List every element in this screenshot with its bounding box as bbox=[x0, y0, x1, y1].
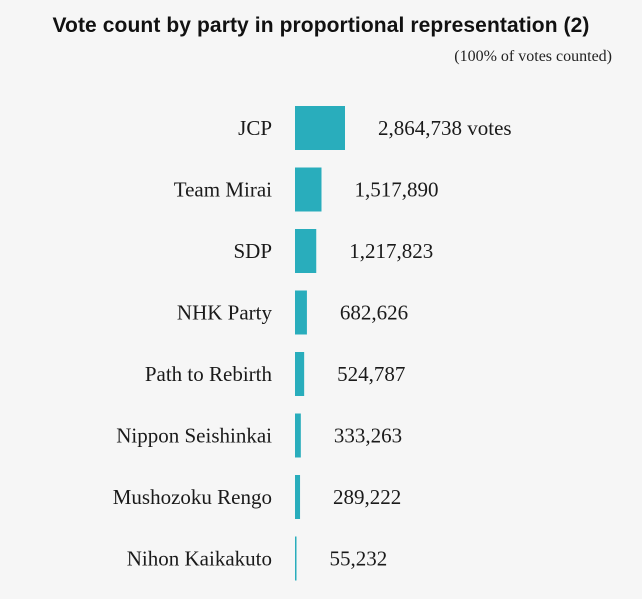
value-label: 2,864,738 votes bbox=[378, 116, 512, 140]
category-label: NHK Party bbox=[177, 301, 273, 325]
bar-7 bbox=[295, 536, 297, 581]
category-label: JCP bbox=[238, 116, 272, 140]
category-label: Team Mirai bbox=[174, 178, 272, 202]
bar-3 bbox=[295, 290, 307, 335]
value-label: 1,517,890 bbox=[354, 178, 438, 202]
bar-1 bbox=[295, 167, 322, 212]
value-label: 524,787 bbox=[337, 362, 405, 386]
category-label: Nippon Seishinkai bbox=[116, 424, 272, 448]
bar-6 bbox=[295, 475, 301, 519]
bar-5 bbox=[295, 413, 301, 458]
value-label: 55,232 bbox=[330, 547, 388, 571]
value-label: 1,217,823 bbox=[349, 239, 433, 263]
category-label: Nihon Kaikakuto bbox=[127, 547, 272, 571]
value-label: 682,626 bbox=[340, 301, 408, 325]
category-label: Path to Rebirth bbox=[145, 362, 273, 386]
bar-2 bbox=[295, 229, 317, 273]
bar-4 bbox=[295, 352, 305, 396]
value-label: 289,222 bbox=[333, 485, 401, 509]
category-label: Mushozoku Rengo bbox=[113, 485, 272, 509]
value-label: 333,263 bbox=[334, 424, 402, 448]
bar-0 bbox=[295, 106, 345, 150]
chart-title: Vote count by party in proportional repr… bbox=[52, 14, 590, 37]
chart-subtitle: (100% of votes counted) bbox=[454, 48, 612, 65]
category-label: SDP bbox=[233, 239, 272, 263]
